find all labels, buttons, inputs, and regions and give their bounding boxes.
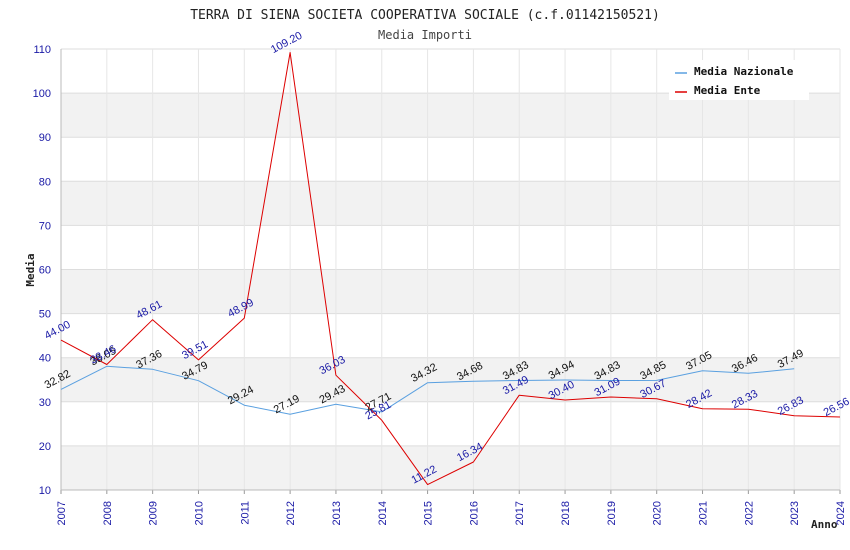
y-tick-label: 110 [33,44,51,56]
plot-band [61,401,840,446]
x-tick-label: 2022 [743,501,755,525]
x-tick-label: 2011 [239,501,251,525]
legend-label-ente: Media Ente [694,84,761,97]
y-tick-label: 70 [39,220,51,232]
x-tick-label: 2017 [514,501,526,525]
y-tick-label: 20 [39,441,51,453]
y-tick-label: 50 [39,309,51,321]
x-tick-label: 2010 [193,501,205,525]
axes [60,49,841,494]
y-tick-label: 60 [39,265,51,277]
y-tick-label: 10 [39,485,51,497]
plot-band [61,225,840,270]
x-tick-label: 2009 [148,501,160,525]
x-tick-label: 2016 [468,501,480,525]
y-tick-label: 100 [33,88,51,100]
plot-band [61,181,840,226]
y-tick-label: 30 [39,397,51,409]
x-tick-label: 2012 [285,501,297,525]
legend-label-nazionale: Media Nazionale [694,65,794,78]
x-tick-label: 2019 [606,501,618,525]
x-tick-label: 2007 [56,501,68,525]
y-tick-label: 40 [39,353,51,365]
x-tick-labels: 2007 2008 2009 2010 2011 2012 2013 2014 2015 2016… [56,501,847,525]
plot-band [61,357,840,402]
plot-band [61,93,840,138]
x-tick-label: 2018 [560,501,572,525]
y-tick-label: 90 [39,132,51,144]
series-lines [60,52,841,486]
x-tick-label: 2023 [789,501,801,525]
x-axis-label: Anno [811,518,838,531]
series-line-nazionale [60,365,795,415]
legend-box [669,60,809,100]
chart-subtitle: Media Importi [378,28,472,42]
legend: Media Nazionale Media Ente [669,60,809,100]
x-tick-label: 2024 [835,501,847,525]
x-tick-label: 2021 [698,501,710,525]
x-tick-label: 2015 [423,501,435,525]
chart-title: TERRA DI SIENA SOCIETA COOPERATIVA SOCIA… [190,8,660,23]
x-tick-label: 2008 [102,501,114,525]
y-axis-label: Media [24,253,37,286]
y-tick-label: 80 [39,176,51,188]
plot-band [61,313,840,358]
y-tick-labels: 10 20 30 40 50 60 70 80 90 100 110 [33,44,51,497]
x-tick-label: 2014 [377,501,389,525]
plot-band [61,269,840,314]
plot-band [61,137,840,182]
series-line-ente [60,52,841,486]
x-tick-label: 2020 [652,501,664,525]
x-tick-label: 2013 [331,501,343,525]
plot-band [61,445,840,490]
